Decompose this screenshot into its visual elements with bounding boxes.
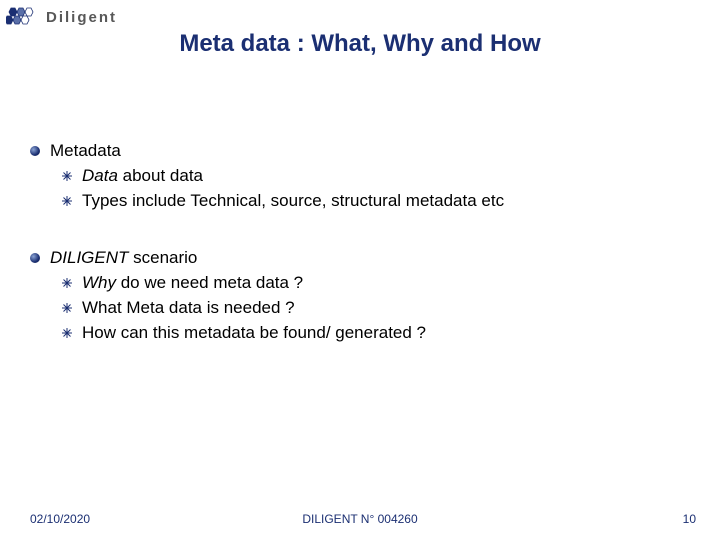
list-item-text: Data about data — [82, 165, 203, 188]
list-item-text: How can this metadata be found/ generate… — [82, 322, 426, 345]
brand-logo: Diligent — [6, 4, 117, 30]
sphere-bullet-icon — [30, 253, 40, 263]
section-heading-text: Metadata — [50, 140, 121, 163]
star-bullet-icon — [62, 303, 72, 313]
hexagon-icon — [6, 4, 40, 30]
section-metadata: Metadata Data about data Types include T… — [30, 140, 690, 213]
list-item: What Meta data is needed ? — [62, 297, 690, 320]
section-heading: DILIGENT scenario — [30, 247, 690, 270]
slide-title: Meta data : What, Why and How — [0, 30, 720, 58]
footer-page-number: 10 — [683, 512, 696, 526]
list-item: Data about data — [62, 165, 690, 188]
star-bullet-icon — [62, 196, 72, 206]
section-heading: Metadata — [30, 140, 690, 163]
footer-center: DILIGENT N° 004260 — [0, 512, 720, 526]
star-bullet-icon — [62, 171, 72, 181]
section-scenario: DILIGENT scenario Why do we need meta da… — [30, 247, 690, 345]
list-item: Why do we need meta data ? — [62, 272, 690, 295]
list-item-text: What Meta data is needed ? — [82, 297, 295, 320]
star-bullet-icon — [62, 328, 72, 338]
star-bullet-icon — [62, 278, 72, 288]
sphere-bullet-icon — [30, 146, 40, 156]
list-item-text: Why do we need meta data ? — [82, 272, 303, 295]
section-heading-text: DILIGENT scenario — [50, 247, 197, 270]
brand-name: Diligent — [46, 9, 117, 26]
list-item: How can this metadata be found/ generate… — [62, 322, 690, 345]
slide-content: Metadata Data about data Types include T… — [30, 140, 690, 379]
list-item-text: Types include Technical, source, structu… — [82, 190, 504, 213]
list-item: Types include Technical, source, structu… — [62, 190, 690, 213]
